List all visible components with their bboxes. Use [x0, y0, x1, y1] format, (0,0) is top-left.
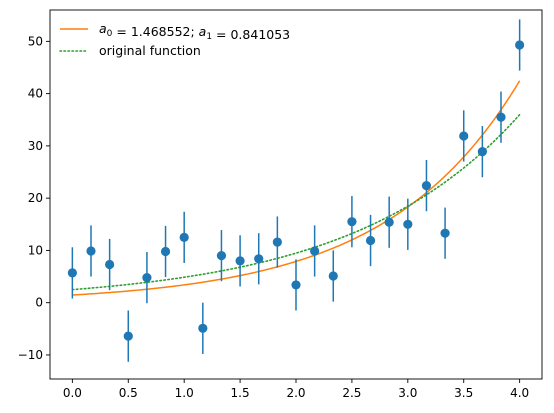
data-point: [179, 232, 189, 242]
data-point: [160, 246, 171, 257]
x-tick-label: 3.0: [398, 386, 417, 400]
plot-area: [67, 19, 525, 362]
x-tick-label: 0.0: [63, 386, 82, 400]
data-point: [123, 331, 133, 341]
x-tick-label: 1.0: [175, 386, 194, 400]
data-point: [515, 40, 525, 50]
original-function-line: [71, 113, 521, 291]
legend-label-fit: a0 = 1.468552; a1 = 0.841053: [99, 21, 290, 42]
legend-label-part: 1: [206, 32, 212, 42]
data-point: [67, 268, 77, 278]
x-tick-label: 2.0: [286, 386, 305, 400]
axes: 0.0 0.5 1.0 1.5 2.0 2.5 3.0 3.5 4.0−100102030405…: [18, 9, 543, 400]
data-point: [328, 271, 338, 281]
y-tick-label: −10: [18, 348, 43, 362]
data-point: [421, 181, 432, 191]
data-point: [440, 228, 450, 238]
data-point: [254, 254, 264, 264]
legend-label-part: a: [99, 21, 107, 36]
x-tick-label: 3.5: [454, 386, 473, 400]
data-point: [291, 280, 301, 290]
y-tick-label: 10: [28, 243, 43, 257]
data-point: [384, 217, 394, 227]
x-tick-label: 1.5: [231, 386, 250, 400]
data-point: [310, 246, 320, 256]
data-point: [496, 112, 506, 122]
data-point: [272, 237, 282, 247]
x-tick-label: 0.5: [119, 386, 138, 400]
data-point: [86, 246, 96, 256]
y-tick-label: 50: [28, 34, 43, 48]
data-point: [347, 217, 357, 227]
data-point: [216, 251, 227, 261]
y-tick-label: 20: [28, 191, 43, 205]
legend-label-part: = 1.468552;: [112, 24, 198, 39]
data-point: [142, 273, 152, 283]
legend-label-original: original function: [99, 43, 201, 58]
data-point: [459, 131, 469, 141]
data-point: [235, 256, 245, 266]
data-point: [105, 259, 115, 270]
y-tick-label: 30: [28, 139, 43, 153]
legend-label-part: = 0.841053: [212, 27, 290, 42]
x-tick-label: 2.5: [342, 386, 361, 400]
x-tick-label: 4.0: [510, 386, 529, 400]
y-tick-label: 0: [35, 296, 43, 310]
legend-label-part: 0: [107, 29, 113, 39]
y-tick-label: 40: [28, 87, 43, 101]
data-point: [365, 235, 376, 246]
legend-label-part: a: [199, 24, 207, 39]
data-point: [403, 219, 413, 229]
data-point: [477, 147, 487, 157]
data-point: [198, 323, 208, 333]
